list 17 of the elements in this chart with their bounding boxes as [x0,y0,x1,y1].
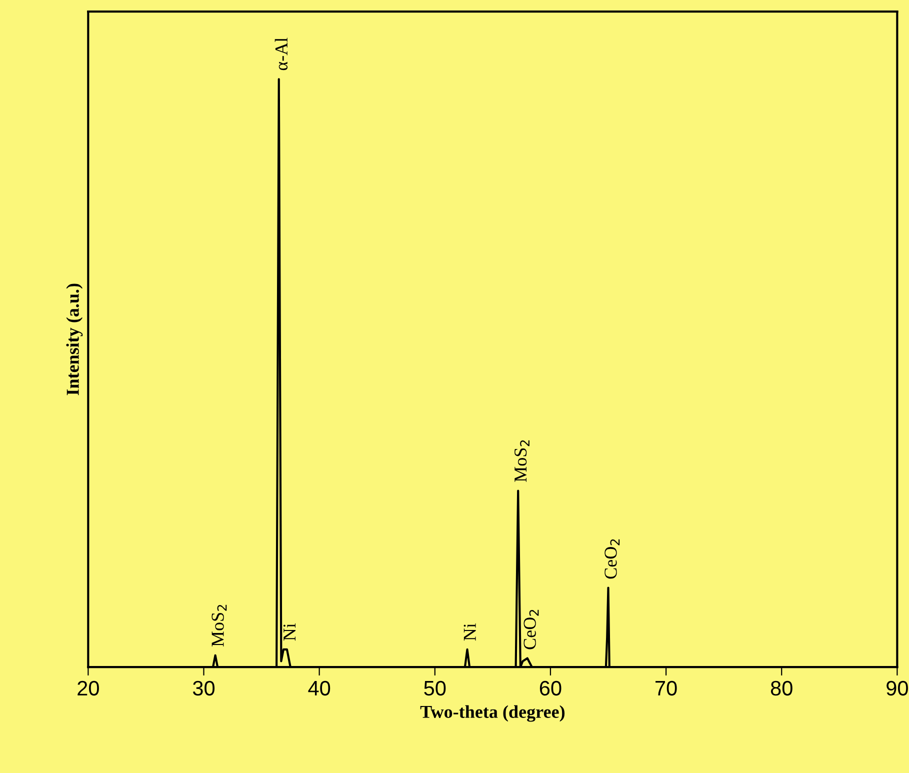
annotation: CeO$_{2}$ [524,610,539,650]
y-axis-title: Intensity (a.u.) [66,284,83,396]
annotation: α-Al [274,38,288,70]
x-tick-label: 70 [656,680,677,696]
x-tick-label: 40 [308,680,330,696]
annotation: Ni [464,623,476,641]
x-axis-title: Two-theta (degree) [420,705,565,722]
x-tick-label: 50 [424,680,446,696]
x-tick-label: 60 [540,680,562,696]
annotation: CeO$_{2}$ [604,539,620,579]
annotation: MoS$_{2}$ [514,440,530,482]
annotation: MoS$_{2}$ [212,604,227,646]
x-tick-label: 20 [78,680,99,696]
x-tick-label: 80 [770,680,792,696]
annotation: Ni [284,623,296,641]
x-tick-label: 30 [192,680,215,696]
x-tick-label: 90 [886,680,908,696]
